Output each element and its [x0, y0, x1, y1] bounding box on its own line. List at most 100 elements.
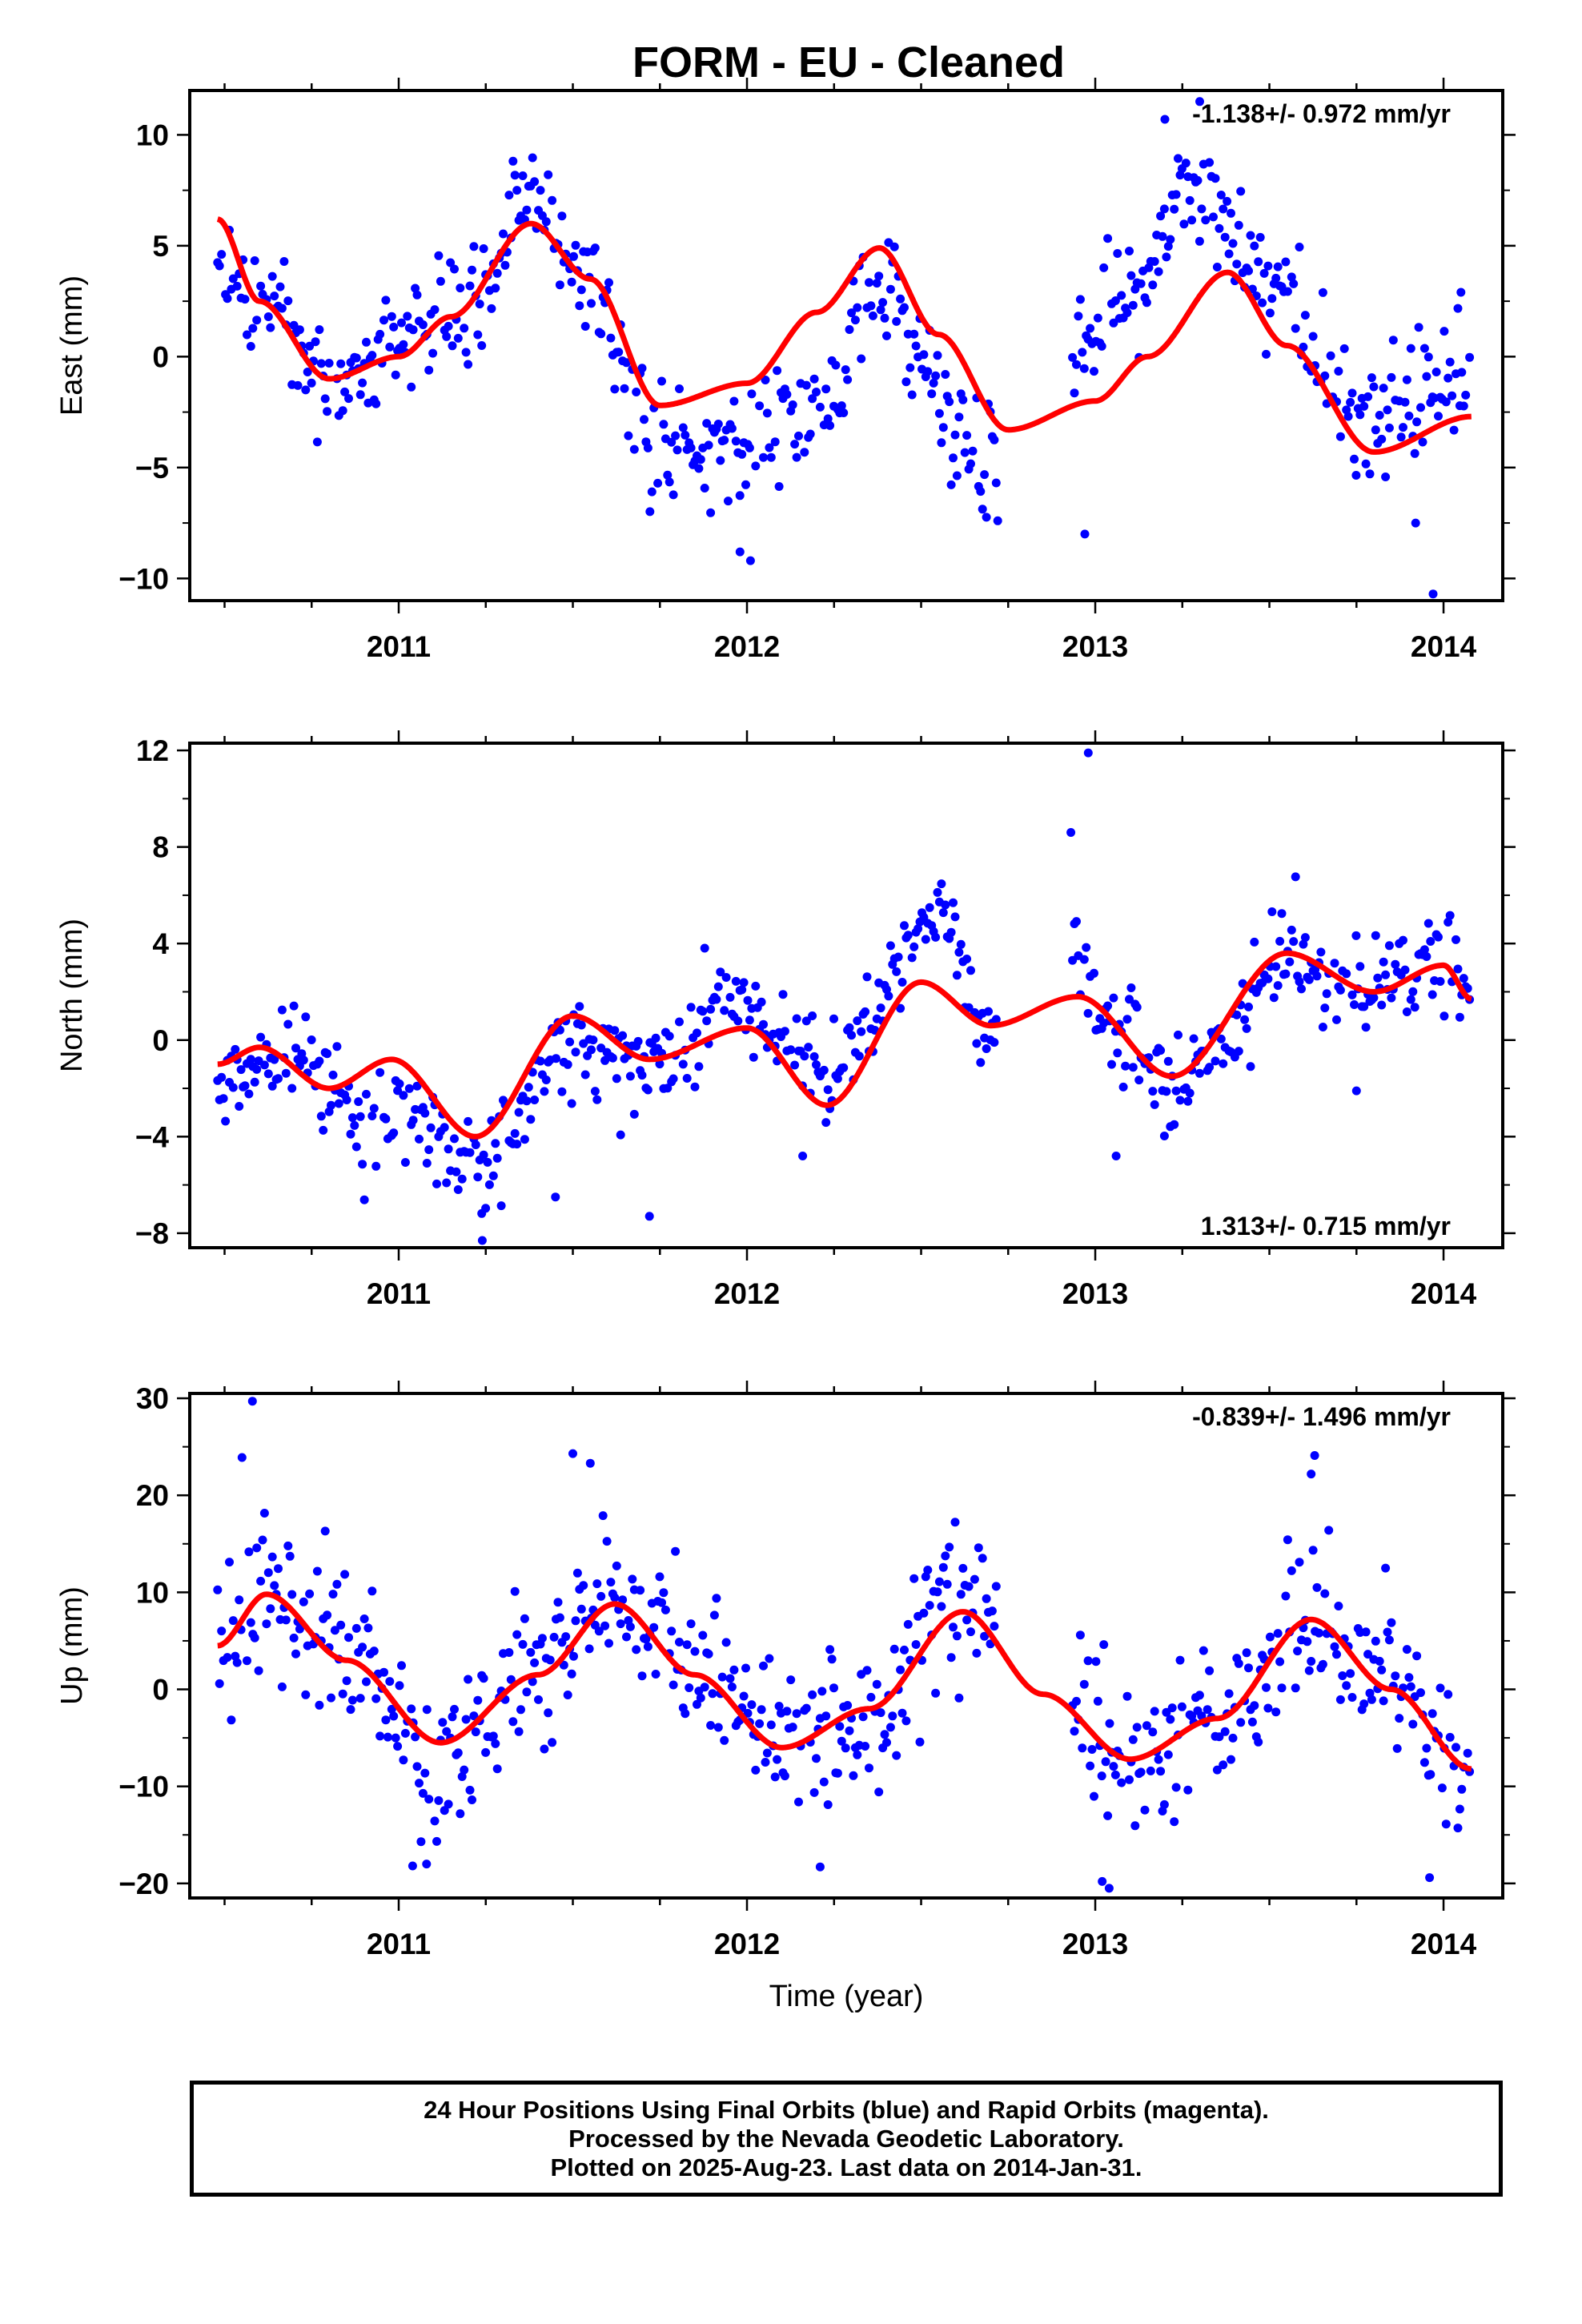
north-point: [301, 1012, 311, 1022]
up-point: [1395, 1714, 1404, 1723]
north-point: [1423, 919, 1433, 928]
north-point: [962, 955, 972, 963]
up-frame: [188, 1392, 1504, 1900]
north-point: [937, 879, 946, 889]
east-outlier-point: [745, 556, 755, 565]
up-outlier-point: [247, 1397, 257, 1406]
north-point: [371, 1161, 381, 1171]
east-point: [468, 265, 476, 275]
up-point: [1109, 1762, 1118, 1771]
east-point: [1283, 287, 1292, 296]
up-point: [1437, 1783, 1447, 1793]
north-point: [1435, 977, 1445, 986]
north-point: [1159, 1132, 1169, 1140]
east-point: [448, 341, 457, 351]
north-point: [786, 1045, 796, 1055]
north-point: [984, 1007, 993, 1016]
up-point: [1220, 1727, 1230, 1736]
up-point: [1416, 1688, 1425, 1698]
up-point: [987, 1606, 997, 1616]
up-point: [717, 1672, 727, 1682]
up-point: [227, 1715, 236, 1725]
north-point: [530, 1096, 540, 1104]
north-point: [347, 1113, 357, 1123]
east-point: [1431, 368, 1441, 376]
up-point: [681, 1709, 690, 1719]
north-point: [1269, 993, 1279, 1003]
east-point: [1334, 367, 1343, 376]
up-point: [1453, 1823, 1463, 1833]
east-point: [1150, 257, 1159, 266]
east-point: [266, 323, 275, 332]
north-outlier-point: [477, 1236, 487, 1245]
up-point: [1402, 1645, 1411, 1655]
up-point: [479, 1674, 488, 1683]
east-point: [889, 242, 899, 251]
up-point: [491, 1739, 500, 1748]
north-point: [252, 1064, 262, 1074]
up-point: [315, 1700, 324, 1710]
up-point: [1146, 1766, 1155, 1775]
y-tick-label: 8: [152, 831, 169, 864]
east-point: [1255, 232, 1265, 242]
up-point: [667, 1626, 677, 1636]
north-point: [1312, 971, 1322, 981]
east-point: [379, 316, 388, 325]
y-tick-label: −10: [118, 562, 169, 595]
up-outlier-point: [1104, 1884, 1114, 1893]
up-point: [250, 1633, 259, 1642]
east-point: [1244, 266, 1253, 275]
north-point: [491, 1139, 500, 1148]
up-point: [882, 1738, 891, 1747]
up-point: [727, 1683, 737, 1691]
up-point: [761, 1758, 770, 1767]
east-point: [1447, 391, 1457, 400]
east-rate-label: -1.138+/- 0.972 mm/yr: [1192, 99, 1451, 128]
east-point: [759, 452, 768, 462]
east-point: [528, 153, 537, 163]
north-point: [393, 1086, 403, 1096]
north-point: [1128, 1063, 1138, 1072]
east-point: [731, 436, 741, 446]
east-point: [381, 296, 391, 305]
north-point: [991, 1015, 1001, 1024]
up-point: [896, 1665, 905, 1675]
east-point: [367, 351, 377, 360]
north-point: [1163, 1056, 1173, 1066]
north-point: [346, 1129, 355, 1139]
north-point: [1330, 959, 1339, 968]
up-point: [921, 1572, 930, 1582]
east-point: [812, 388, 821, 396]
north-point: [575, 1002, 584, 1011]
up-point: [686, 1619, 696, 1629]
up-point: [1445, 1732, 1455, 1742]
east-point: [315, 325, 324, 335]
east-point: [1185, 195, 1195, 205]
up-point: [794, 1797, 803, 1807]
north-point: [277, 1005, 287, 1015]
north-point: [1205, 1063, 1215, 1072]
east-point: [1410, 448, 1419, 458]
north-point: [450, 1134, 459, 1144]
up-point: [765, 1654, 774, 1663]
up-point: [747, 1700, 757, 1710]
up-point: [1347, 1693, 1357, 1702]
up-point: [391, 1733, 400, 1743]
east-point: [428, 348, 438, 358]
up-point: [1250, 1701, 1259, 1711]
east-point: [464, 360, 473, 369]
north-point: [725, 992, 735, 1002]
east-point: [694, 464, 704, 473]
east-point: [469, 242, 479, 251]
east-point: [815, 402, 825, 412]
east-point: [1299, 342, 1308, 352]
east-point: [671, 431, 681, 440]
up-point: [291, 1649, 300, 1659]
north-point: [608, 1053, 617, 1063]
up-point: [281, 1615, 291, 1625]
up-point: [1090, 1791, 1098, 1801]
east-point: [720, 436, 729, 445]
up-point: [1379, 1696, 1388, 1706]
north-point: [355, 1112, 365, 1121]
up-point: [1441, 1819, 1451, 1829]
